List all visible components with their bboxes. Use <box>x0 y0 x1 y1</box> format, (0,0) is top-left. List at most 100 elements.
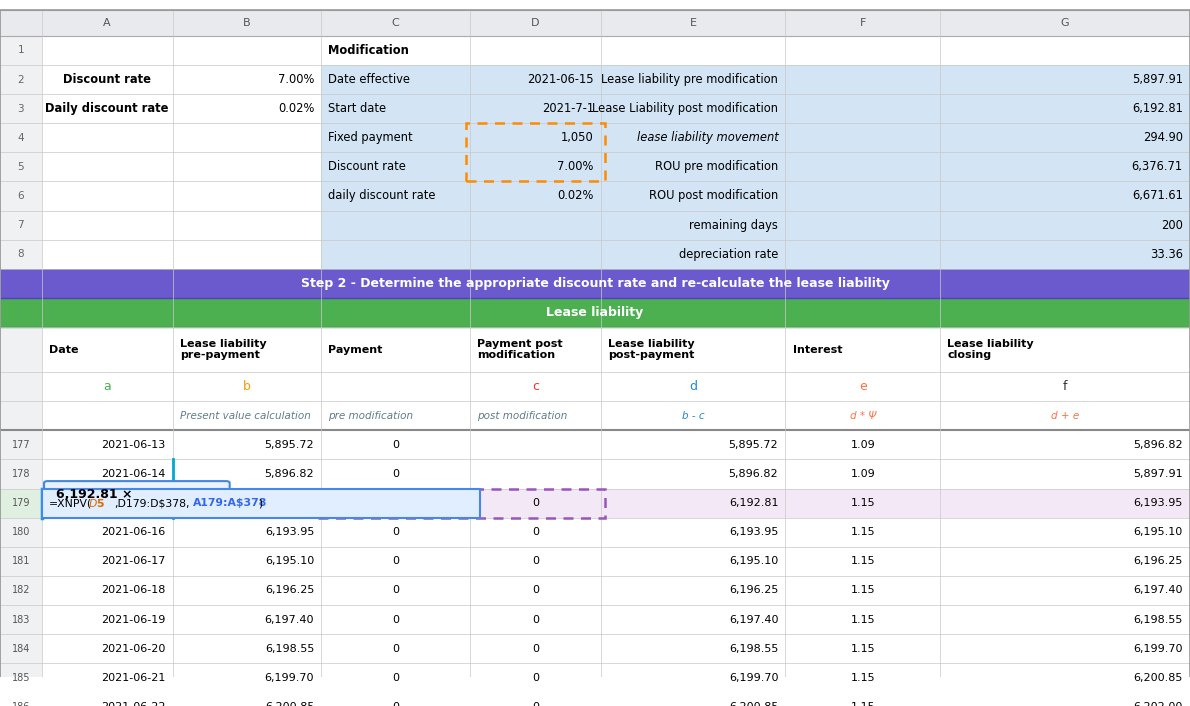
Bar <box>0 489 42 517</box>
Bar <box>0 546 1190 576</box>
Text: 0: 0 <box>532 498 539 508</box>
Text: 1.09: 1.09 <box>851 440 875 450</box>
Text: G: G <box>1060 18 1070 28</box>
Text: 0: 0 <box>393 527 399 537</box>
Bar <box>0 517 42 546</box>
Text: 2021-06-15: 2021-06-15 <box>101 498 165 508</box>
Bar <box>466 124 605 181</box>
Text: 0: 0 <box>393 702 399 706</box>
Text: 0: 0 <box>393 673 399 683</box>
Text: 6,196.25: 6,196.25 <box>729 585 778 595</box>
Bar <box>0 546 42 576</box>
Text: b - c: b - c <box>682 411 704 421</box>
Text: 6,197.40: 6,197.40 <box>1133 585 1183 595</box>
Text: C: C <box>392 18 400 28</box>
Text: 6,199.70: 6,199.70 <box>1133 644 1183 654</box>
Text: d: d <box>689 380 697 393</box>
Text: 6,192.81: 6,192.81 <box>728 498 778 508</box>
Bar <box>0 517 1190 546</box>
Text: 6,198.55: 6,198.55 <box>1134 614 1183 625</box>
Text: 7: 7 <box>18 220 24 230</box>
Text: 2021-06-15: 2021-06-15 <box>527 73 594 86</box>
Text: 6,193.95: 6,193.95 <box>729 527 778 537</box>
Text: =XNPV(: =XNPV( <box>49 498 92 508</box>
Text: 6,200.85: 6,200.85 <box>729 702 778 706</box>
Text: 2021-06-17: 2021-06-17 <box>101 556 165 566</box>
Text: 6,196.25: 6,196.25 <box>1134 556 1183 566</box>
Bar <box>0 372 42 401</box>
Bar <box>0 36 42 65</box>
Text: 178: 178 <box>12 469 30 479</box>
Text: d + e: d + e <box>1051 411 1079 421</box>
Bar <box>0 576 42 605</box>
Text: 2021-7-1: 2021-7-1 <box>541 102 594 115</box>
Bar <box>0 269 1190 298</box>
Text: 6,199.70: 6,199.70 <box>264 673 314 683</box>
Text: 0: 0 <box>532 644 539 654</box>
Text: 186: 186 <box>12 702 30 706</box>
Bar <box>0 210 42 239</box>
Text: 6,192.81 ×: 6,192.81 × <box>56 488 132 501</box>
Text: Step 2 - Determine the appropriate discount rate and re-calculate the lease liab: Step 2 - Determine the appropriate disco… <box>301 277 889 290</box>
Bar <box>0 10 1190 36</box>
Text: 1.15: 1.15 <box>851 702 875 706</box>
Text: 0: 0 <box>393 644 399 654</box>
Text: 2021-06-14: 2021-06-14 <box>101 469 165 479</box>
Text: Payment: Payment <box>328 345 383 354</box>
Text: Lease Liability post modification: Lease Liability post modification <box>593 102 778 115</box>
Text: 0: 0 <box>393 440 399 450</box>
Text: 0: 0 <box>532 614 539 625</box>
Text: 0: 0 <box>393 556 399 566</box>
Text: 7.00%: 7.00% <box>557 160 594 174</box>
Text: 6,199.70: 6,199.70 <box>728 673 778 683</box>
Text: 6,195.10: 6,195.10 <box>1134 527 1183 537</box>
Text: Lease liability
pre-payment: Lease liability pre-payment <box>180 339 267 360</box>
Text: Payment post
modification: Payment post modification <box>477 339 563 360</box>
Text: 6,195.10: 6,195.10 <box>729 556 778 566</box>
Bar <box>321 152 1190 181</box>
Text: Lease liability
post-payment: Lease liability post-payment <box>608 339 695 360</box>
Text: 6,195.10: 6,195.10 <box>265 556 314 566</box>
Text: Present value calculation: Present value calculation <box>180 411 311 421</box>
Bar <box>318 489 605 517</box>
Bar <box>0 65 42 94</box>
Bar <box>0 181 42 210</box>
Bar <box>321 181 1190 210</box>
Text: Date effective: Date effective <box>328 73 411 86</box>
Text: 4: 4 <box>18 133 24 143</box>
Text: Interest: Interest <box>793 345 843 354</box>
Text: 177: 177 <box>12 440 30 450</box>
Text: 0: 0 <box>532 673 539 683</box>
Bar <box>0 298 1190 327</box>
Text: 6,197.40: 6,197.40 <box>264 614 314 625</box>
Bar <box>0 124 42 152</box>
Bar <box>0 663 42 693</box>
Bar <box>0 327 42 372</box>
Text: 180: 180 <box>12 527 30 537</box>
Text: 2021-06-21: 2021-06-21 <box>101 673 165 683</box>
Text: 6,200.85: 6,200.85 <box>265 702 314 706</box>
Bar <box>0 152 42 181</box>
Text: Fixed payment: Fixed payment <box>328 131 413 144</box>
Text: 1.15: 1.15 <box>851 585 875 595</box>
Bar <box>0 634 1190 663</box>
Text: 6,200.85: 6,200.85 <box>1134 673 1183 683</box>
FancyBboxPatch shape <box>44 481 230 508</box>
Text: 181: 181 <box>12 556 30 566</box>
Text: remaining days: remaining days <box>689 219 778 232</box>
Bar <box>0 431 42 460</box>
Bar <box>0 239 42 269</box>
Text: 3: 3 <box>18 104 24 114</box>
Text: 6,193.95: 6,193.95 <box>265 527 314 537</box>
Text: 33.36: 33.36 <box>1150 248 1183 261</box>
Text: b: b <box>243 380 251 393</box>
Text: A: A <box>104 18 111 28</box>
Text: 5,896.82: 5,896.82 <box>264 469 314 479</box>
Text: 6,196.25: 6,196.25 <box>265 585 314 595</box>
Text: post modification: post modification <box>477 411 568 421</box>
Text: depreciation rate: depreciation rate <box>678 248 778 261</box>
Text: 1.15: 1.15 <box>851 673 875 683</box>
Text: Lease liability pre modification: Lease liability pre modification <box>601 73 778 86</box>
Bar <box>42 181 321 210</box>
Text: 2021-06-22: 2021-06-22 <box>101 702 165 706</box>
